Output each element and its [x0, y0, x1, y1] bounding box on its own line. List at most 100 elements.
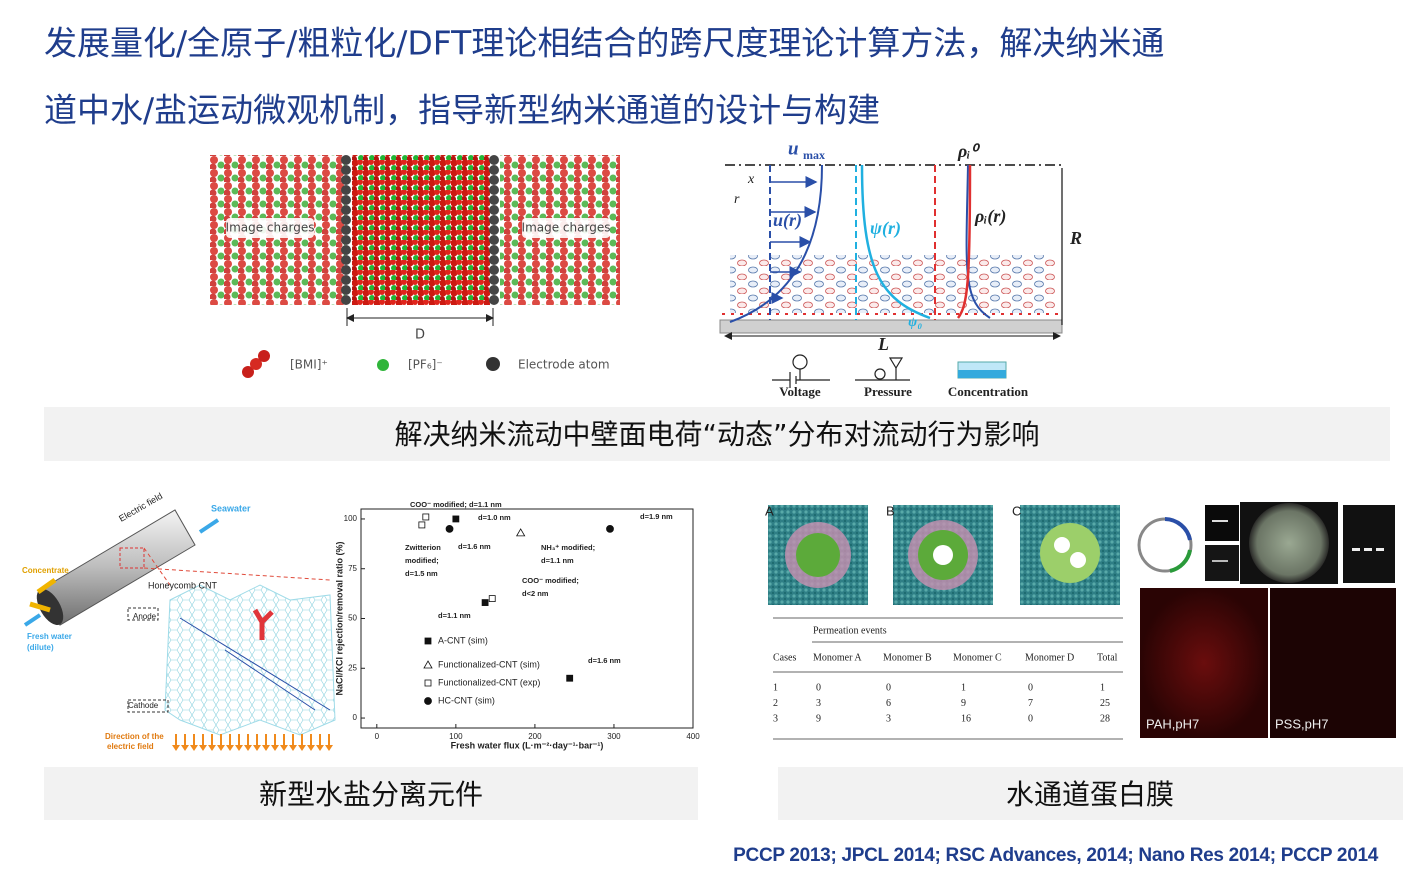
cnt-device — [23, 509, 336, 751]
electrode-atom — [489, 295, 499, 305]
label: Seawater — [211, 503, 251, 513]
legend-entry: [PF₆]⁻ — [408, 358, 443, 372]
annotation: modified; — [405, 556, 439, 565]
x-tick-label: 400 — [686, 732, 700, 741]
table-cell: 0 — [886, 682, 891, 693]
electrode-atom — [489, 195, 499, 205]
field-arrow — [316, 734, 324, 751]
data-point — [606, 525, 614, 533]
electrode-atom — [341, 175, 351, 185]
label: x — [747, 172, 755, 187]
electrode-atom — [341, 245, 351, 255]
electrode-atom — [489, 175, 499, 185]
electrode-atom — [489, 215, 499, 225]
label: ρᵢ⁰ — [957, 141, 980, 161]
data-point — [481, 599, 489, 606]
annotation: COO⁻ modified; d=1.1 nm — [410, 500, 502, 509]
image-label: PSS,pH7 — [1275, 716, 1328, 731]
y-tick-label: 50 — [348, 614, 357, 623]
annotation: d=1.5 nm — [405, 569, 438, 578]
data-point — [566, 674, 574, 682]
field-arrow — [235, 734, 243, 751]
y-tick-label: 100 — [344, 514, 358, 523]
table-cell: 6 — [886, 698, 891, 709]
legend-marker — [424, 679, 432, 687]
data-point — [488, 595, 496, 602]
label: Anode — [133, 612, 157, 621]
label: max — [803, 148, 825, 162]
table-cell: 0 — [816, 682, 821, 693]
caption-bar — [44, 407, 1390, 461]
aquaporin-figure — [768, 505, 1123, 740]
legend-entry: [BMI]⁺ — [290, 358, 328, 372]
table-header: Monomer D — [1025, 652, 1074, 663]
table-cell: 7 — [1028, 698, 1033, 709]
table-header: Monomer A — [813, 652, 862, 663]
electrode-atom — [341, 215, 351, 225]
y-tick-label: 0 — [353, 713, 358, 722]
table-cell: 3 — [886, 713, 891, 724]
electrode-atom — [341, 155, 351, 165]
label: Fresh water — [27, 632, 72, 641]
electrode-atom — [341, 225, 351, 235]
table-cell: 3 — [816, 698, 821, 709]
electrode-atom — [341, 265, 351, 275]
field-arrow — [181, 734, 189, 751]
electrode-atom — [489, 255, 499, 265]
electrode-atom — [489, 225, 499, 235]
label: Permeation events — [813, 625, 887, 636]
panel-label: B — [886, 503, 895, 518]
label: electric field — [107, 742, 154, 751]
legend-entry: HC-CNT (sim) — [438, 695, 495, 705]
table-header: Monomer B — [883, 652, 932, 663]
field-arrow — [199, 734, 207, 751]
field-arrow — [325, 734, 333, 751]
caption-bar — [44, 767, 698, 820]
flow-diagram — [719, 164, 1065, 388]
x-tick-label: 200 — [528, 732, 542, 741]
electrode-atom — [489, 285, 499, 295]
slide-title: 发展量化/全原子/粗粒化/DFT理论相结合的跨尺度理论计算方法，解决纳米通 — [44, 24, 1164, 63]
annotation: d=1.6 nm — [588, 656, 621, 665]
label: r — [734, 192, 740, 207]
label: R — [1069, 228, 1082, 248]
electrode-atom — [341, 295, 351, 305]
table-cell: 16 — [961, 713, 971, 724]
label: ρᵢ(r) — [974, 206, 1006, 227]
table-header: Monomer C — [953, 652, 1002, 663]
label: Concentrate — [22, 566, 69, 575]
data-point — [515, 528, 526, 537]
image-label: PAH,pH7 — [1146, 716, 1199, 731]
electrode-atom — [341, 185, 351, 195]
annotation: Zwitterion — [405, 543, 441, 552]
electrode-atom — [489, 245, 499, 255]
legend-entry: Electrode atom — [518, 358, 610, 372]
x-tick-label: 0 — [375, 732, 380, 741]
table-cell: 9 — [961, 698, 966, 709]
table-cell: 2 — [773, 698, 778, 709]
label: L — [877, 334, 889, 354]
field-arrow — [307, 734, 315, 751]
plot-frame — [360, 508, 694, 729]
label: Image charges — [522, 221, 611, 235]
field-arrow — [226, 734, 234, 751]
electrode-atom — [489, 155, 499, 165]
label: (dilute) — [27, 643, 54, 652]
electrode-atom — [489, 165, 499, 175]
field-arrow — [262, 734, 270, 751]
label: Pressure — [864, 384, 912, 399]
electrode-atom — [489, 185, 499, 195]
electrode-atom — [341, 165, 351, 175]
x-tick-label: 100 — [449, 732, 463, 741]
slide-title: 道中水/盐运动微观机制，指导新型纳米通道的设计与构建 — [44, 91, 880, 130]
label: ψ(r) — [870, 218, 901, 239]
caption: 解决纳米流动中壁面电荷“动态”分布对流动行为影响 — [394, 418, 1039, 451]
x-axis-label: Fresh water flux (L·m⁻²·day⁻¹·bar⁻¹) — [451, 740, 604, 750]
caption: 新型水盐分离元件 — [259, 778, 483, 811]
table-cell: 25 — [1100, 698, 1110, 709]
field-arrow — [271, 734, 279, 751]
label: Electric field — [117, 491, 164, 524]
panel-label: C — [1012, 503, 1021, 518]
annotation: COO⁻ modified; — [522, 576, 579, 585]
